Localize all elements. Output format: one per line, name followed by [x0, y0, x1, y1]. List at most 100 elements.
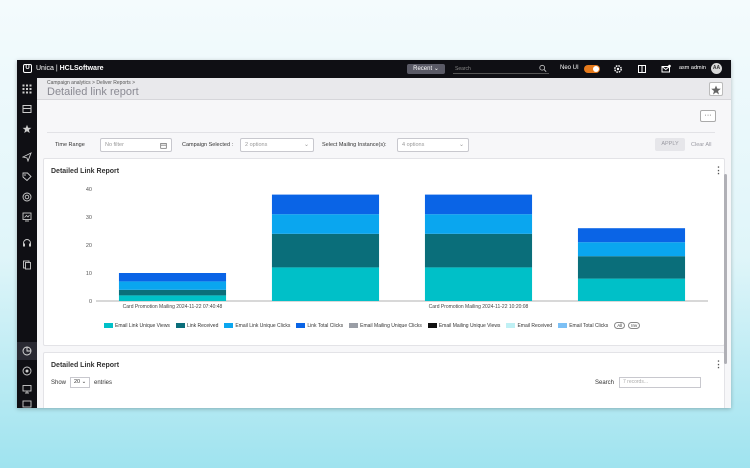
chevron-down-icon: ⌄ — [303, 142, 309, 148]
user-name[interactable]: asm admin — [679, 65, 706, 71]
apply-button[interactable]: APPLY — [655, 138, 685, 151]
legend-label: Email Mailing Unique Views — [438, 322, 501, 329]
page-size-select[interactable]: 20 ⌄ — [70, 377, 90, 388]
bar-segment[interactable] — [577, 228, 686, 243]
legend-item[interactable]: Email Received — [506, 323, 552, 329]
neo-ui-toggle[interactable] — [584, 65, 600, 73]
notification-mail-icon[interactable] — [661, 64, 671, 74]
headset-icon[interactable] — [22, 238, 32, 248]
show-label: Show — [51, 380, 67, 386]
bar-segment[interactable] — [271, 194, 380, 215]
bar-segment[interactable] — [424, 194, 533, 215]
documents-icon[interactable] — [22, 260, 32, 270]
bar-segment[interactable] — [271, 214, 380, 234]
vertical-scrollbar[interactable] — [723, 168, 729, 406]
bar-segment[interactable] — [424, 267, 533, 301]
legend-label: Link Total Clicks — [307, 322, 344, 329]
chevron-down-icon: ⌄ — [458, 142, 464, 148]
y-tick-label: 40 — [86, 187, 92, 193]
legend-swatch — [558, 322, 568, 328]
page-header: Campaign analytics > Deliver Reports > D… — [37, 78, 731, 100]
calendar-icon — [160, 143, 167, 149]
neo-ui-label: Neo UI — [560, 65, 579, 71]
breadcrumb[interactable]: Campaign analytics > Deliver Reports > — [47, 80, 136, 86]
page-size-value: 20 — [74, 379, 81, 385]
settings-circle-icon[interactable] — [22, 366, 32, 376]
bar-segment[interactable] — [271, 267, 380, 301]
legend-item[interactable]: Email Mailing Unique Clicks — [349, 323, 422, 329]
y-tick-label: 10 — [86, 271, 92, 277]
app-window: U Unica | HCLSoftware Recent ⌄ Search Ne… — [17, 60, 731, 408]
legend-label: Link Received — [186, 322, 219, 329]
bar-segment[interactable] — [118, 273, 227, 282]
brand-prefix: Unica | — [36, 65, 60, 72]
bar-segment[interactable] — [577, 278, 686, 301]
top-bar: U Unica | HCLSoftware Recent ⌄ Search Ne… — [17, 60, 731, 78]
campaign-selected-label: Campaign Selected : — [182, 142, 234, 148]
campaign-select[interactable]: 2 options ⌄ — [240, 138, 314, 152]
bar-segment[interactable] — [118, 281, 227, 290]
gear-icon[interactable] — [613, 64, 623, 74]
dashboard-icon[interactable] — [22, 104, 32, 114]
legend-item[interactable]: Link Received — [175, 322, 219, 329]
bar-segment[interactable] — [577, 242, 686, 257]
bar-segment[interactable] — [118, 295, 227, 301]
legend-pill-all[interactable]: All — [614, 322, 626, 329]
legend-swatch — [349, 322, 359, 328]
legend-item[interactable]: Email Link Unique Views — [104, 323, 170, 329]
legend-swatch — [296, 322, 306, 328]
reports-icon[interactable] — [22, 212, 32, 222]
legend-label: Email Mailing Unique Clicks — [360, 322, 422, 329]
legend-item[interactable]: Link Total Clicks — [296, 323, 343, 329]
chart-card: Detailed Link Report ⋮ 0 10 20 30 40 Card Pro… — [43, 158, 725, 346]
scrollbar-thumb[interactable] — [724, 174, 727, 364]
legend-label: Email Link Unique Views — [115, 322, 170, 329]
legend-item[interactable]: Email Mailing Unique Views — [427, 322, 501, 329]
time-range-label: Time Range — [55, 142, 85, 148]
monitor-icon[interactable] — [22, 384, 32, 394]
global-search-input[interactable]: Search — [453, 64, 549, 74]
mailing-instance-select[interactable]: 4 options ⌄ — [397, 138, 469, 152]
chevron-down-icon: ⌄ — [81, 379, 87, 385]
star-icon[interactable] — [22, 124, 32, 134]
legend-swatch — [506, 322, 516, 328]
search-icon[interactable] — [539, 64, 547, 73]
chart-menu-icon[interactable]: ⋮ — [714, 165, 723, 175]
bar-segment[interactable] — [271, 233, 380, 268]
star-icon — [711, 85, 721, 95]
report-content: ··· Time Range No filter Campaign Select… — [37, 100, 731, 408]
legend-item[interactable]: Email Total Clicks — [558, 323, 608, 329]
favorite-button[interactable] — [709, 82, 723, 96]
x-tick-label: Card Promotion Mailing 2024-11-22 10:20:… — [429, 304, 529, 310]
filter-bar: Time Range No filter Campaign Selected :… — [47, 132, 715, 154]
analytics-icon[interactable] — [22, 346, 32, 356]
table-card-title: Detailed Link Report — [51, 362, 120, 369]
table-search-input[interactable]: 7 records... — [619, 377, 701, 388]
apps-grid-icon[interactable] — [22, 84, 32, 94]
avatar[interactable]: AA — [711, 63, 722, 74]
more-options-button[interactable]: ··· — [700, 110, 716, 122]
legend-swatch — [104, 322, 113, 328]
campaign-send-icon[interactable] — [22, 152, 32, 162]
tag-icon[interactable] — [22, 172, 32, 182]
legend-item[interactable]: Email Link Unique Clicks — [224, 323, 290, 329]
brand-name: Unica | HCLSoftware — [36, 65, 104, 72]
chart-card-title: Detailed Link Report — [51, 168, 120, 175]
bar-segment[interactable] — [118, 289, 227, 296]
legend-pill-inv[interactable]: Inv — [628, 322, 641, 329]
bar-segment[interactable] — [577, 256, 686, 279]
message-icon[interactable] — [22, 400, 32, 408]
brand-company: HCLSoftware — [59, 65, 104, 72]
recent-dropdown[interactable]: Recent ⌄ — [407, 64, 445, 74]
target-icon[interactable] — [22, 192, 32, 202]
clear-all-link[interactable]: Clear All — [691, 142, 712, 148]
y-tick-label: 30 — [86, 215, 92, 221]
table-menu-icon[interactable]: ⋮ — [714, 359, 723, 369]
book-icon[interactable] — [637, 64, 647, 74]
legend-swatch — [224, 322, 234, 328]
time-range-input[interactable]: No filter — [100, 138, 172, 152]
entries-label: entries — [94, 380, 113, 386]
bar-segment[interactable] — [424, 233, 533, 268]
bar-segment[interactable] — [424, 214, 533, 234]
sidebar — [17, 78, 37, 408]
